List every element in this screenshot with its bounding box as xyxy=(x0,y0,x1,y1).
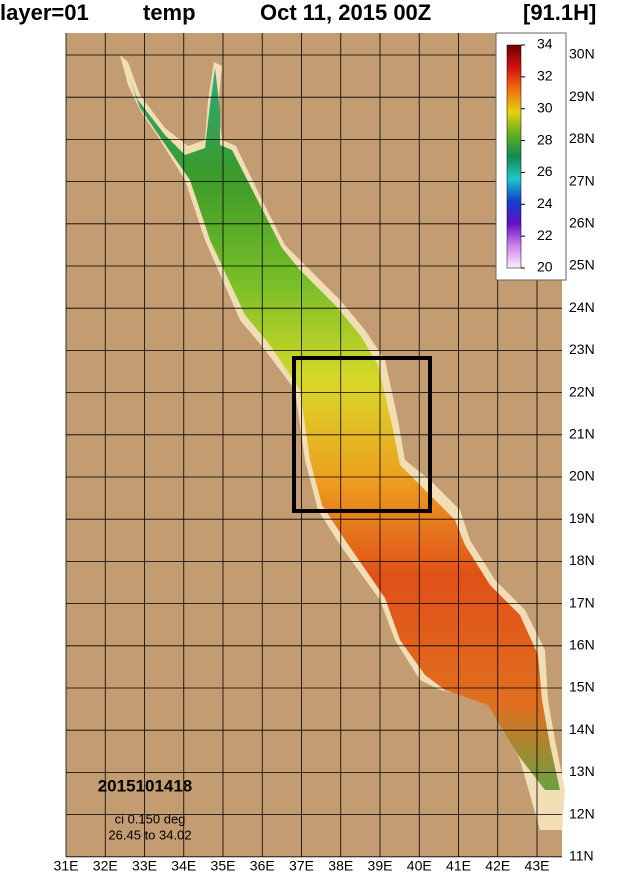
colorbar-label: 30 xyxy=(537,99,553,115)
lon-label: 31E xyxy=(54,858,79,874)
lat-label: 23N xyxy=(569,341,595,357)
colorbar-label: 20 xyxy=(537,259,553,275)
colorbar xyxy=(506,44,522,269)
lon-label: 36E xyxy=(250,858,275,874)
lon-label: 37E xyxy=(289,858,314,874)
lon-label: 32E xyxy=(93,858,118,874)
title-forecast: [91.1H] xyxy=(523,0,596,25)
lon-label: 39E xyxy=(368,858,393,874)
contour-interval: ci 0.150 deg xyxy=(115,811,186,826)
value-range: 26.45 to 34.02 xyxy=(108,827,191,842)
lat-label: 12N xyxy=(569,805,595,821)
title-layer: layer=01 xyxy=(0,0,89,25)
lon-label: 38E xyxy=(328,858,353,874)
grid xyxy=(65,33,562,858)
lat-label: 22N xyxy=(569,383,595,399)
lat-label: 29N xyxy=(569,88,595,104)
lon-label: 42E xyxy=(485,858,510,874)
lat-label: 18N xyxy=(569,552,595,568)
title-variable: temp xyxy=(143,0,196,25)
lon-label: 34E xyxy=(171,858,196,874)
lat-label: 21N xyxy=(569,426,595,442)
lon-label: 33E xyxy=(132,858,157,874)
legend xyxy=(495,32,567,281)
title-date: Oct 11, 2015 00Z xyxy=(260,0,431,25)
lat-label: 17N xyxy=(569,594,595,610)
lat-label: 25N xyxy=(569,257,595,273)
lon-label: 40E xyxy=(407,858,432,874)
lat-label: 11N xyxy=(569,848,594,864)
lat-label: 28N xyxy=(569,130,595,146)
colorbar-label: 34 xyxy=(537,36,553,52)
lat-label: 24N xyxy=(569,299,595,315)
timestamp: 2015101418 xyxy=(98,776,193,795)
colorbar-label: 24 xyxy=(537,195,553,211)
lat-label: 27N xyxy=(569,172,595,188)
colorbar-label: 26 xyxy=(537,163,553,179)
lat-label: 14N xyxy=(569,721,595,737)
lat-label: 30N xyxy=(569,46,595,62)
colorbar-ticks: 34 32 30 28 26 24 22 20 xyxy=(521,36,553,275)
lat-label: 15N xyxy=(569,679,595,695)
colorbar-label: 22 xyxy=(537,227,553,243)
lat-label: 13N xyxy=(569,763,595,779)
lon-label: 35E xyxy=(211,858,236,874)
focus-box xyxy=(292,356,432,513)
lat-label: 20N xyxy=(569,468,595,484)
lat-label: 19N xyxy=(569,510,595,526)
colorbar-label: 28 xyxy=(537,131,553,147)
lat-label: 26N xyxy=(569,215,595,231)
lon-label: 43E xyxy=(525,858,550,874)
colorbar-label: 32 xyxy=(537,68,553,84)
lat-label: 16N xyxy=(569,637,595,653)
lon-label: 41E xyxy=(446,858,471,874)
